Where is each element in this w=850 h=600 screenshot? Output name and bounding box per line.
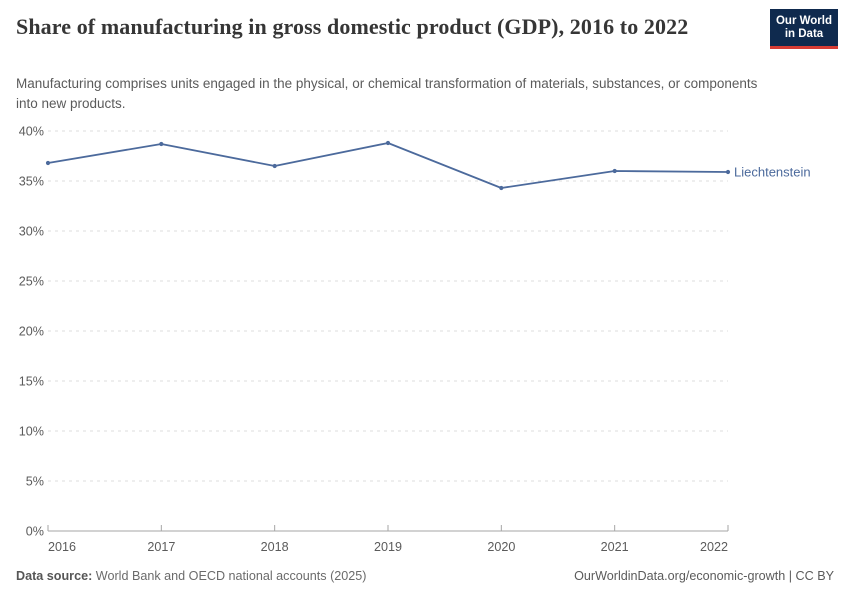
y-axis-tick-label: 35% bbox=[19, 174, 44, 188]
x-axis-tick-label: 2021 bbox=[601, 540, 629, 554]
credit-link[interactable]: OurWorldinData.org/economic-growth | CC … bbox=[574, 569, 834, 583]
data-point[interactable] bbox=[612, 168, 617, 174]
data-point[interactable] bbox=[385, 140, 391, 146]
x-axis-tick-label: 2022 bbox=[700, 540, 728, 554]
data-point[interactable] bbox=[725, 169, 731, 175]
x-axis-tick-label: 2019 bbox=[374, 540, 402, 554]
chart-title: Share of manufacturing in gross domestic… bbox=[16, 14, 689, 39]
owid-logo[interactable]: Our World in Data bbox=[770, 9, 838, 50]
data-point[interactable] bbox=[45, 160, 51, 166]
y-axis-tick-label: 40% bbox=[19, 124, 44, 138]
y-axis-tick-label: 30% bbox=[19, 224, 44, 238]
y-axis-tick-label: 5% bbox=[26, 474, 44, 488]
data-source-text: World Bank and OECD national accounts (2… bbox=[95, 569, 367, 583]
y-axis-tick-label: 0% bbox=[26, 524, 44, 538]
y-axis-tick-label: 25% bbox=[19, 274, 44, 288]
data-source-label: Data source: bbox=[16, 569, 93, 583]
trend-line[interactable] bbox=[47, 142, 729, 189]
data-point[interactable] bbox=[499, 185, 504, 191]
owid-logo-line2: in Data bbox=[784, 28, 824, 41]
x-axis-tick-label: 2017 bbox=[147, 540, 175, 554]
y-axis-tick-label: 20% bbox=[19, 324, 44, 338]
series-end-label[interactable]: Liechtenstein bbox=[734, 165, 811, 180]
data-source-note: Data source: World Bank and OECD nationa… bbox=[16, 569, 366, 583]
y-axis-tick-label: 15% bbox=[19, 374, 44, 388]
chart-canvas: 0% 5% 10% 15% 20% 25% 30% 35% 40% 2016 2017 2018 201… bbox=[19, 124, 811, 554]
data-point[interactable] bbox=[272, 163, 277, 169]
x-axis-tick-label: 2016 bbox=[48, 540, 76, 554]
chart-subtitle: Manufacturing comprises units engaged in… bbox=[16, 76, 758, 112]
data-point[interactable] bbox=[159, 141, 164, 147]
y-axis-tick-label: 10% bbox=[19, 424, 44, 438]
owid-logo-line1: Our World bbox=[775, 15, 832, 27]
x-axis-tick-label: 2018 bbox=[261, 540, 289, 554]
x-axis-tick-label: 2020 bbox=[487, 540, 515, 554]
chart-footer: Data source: World Bank and OECD nationa… bbox=[16, 569, 834, 583]
